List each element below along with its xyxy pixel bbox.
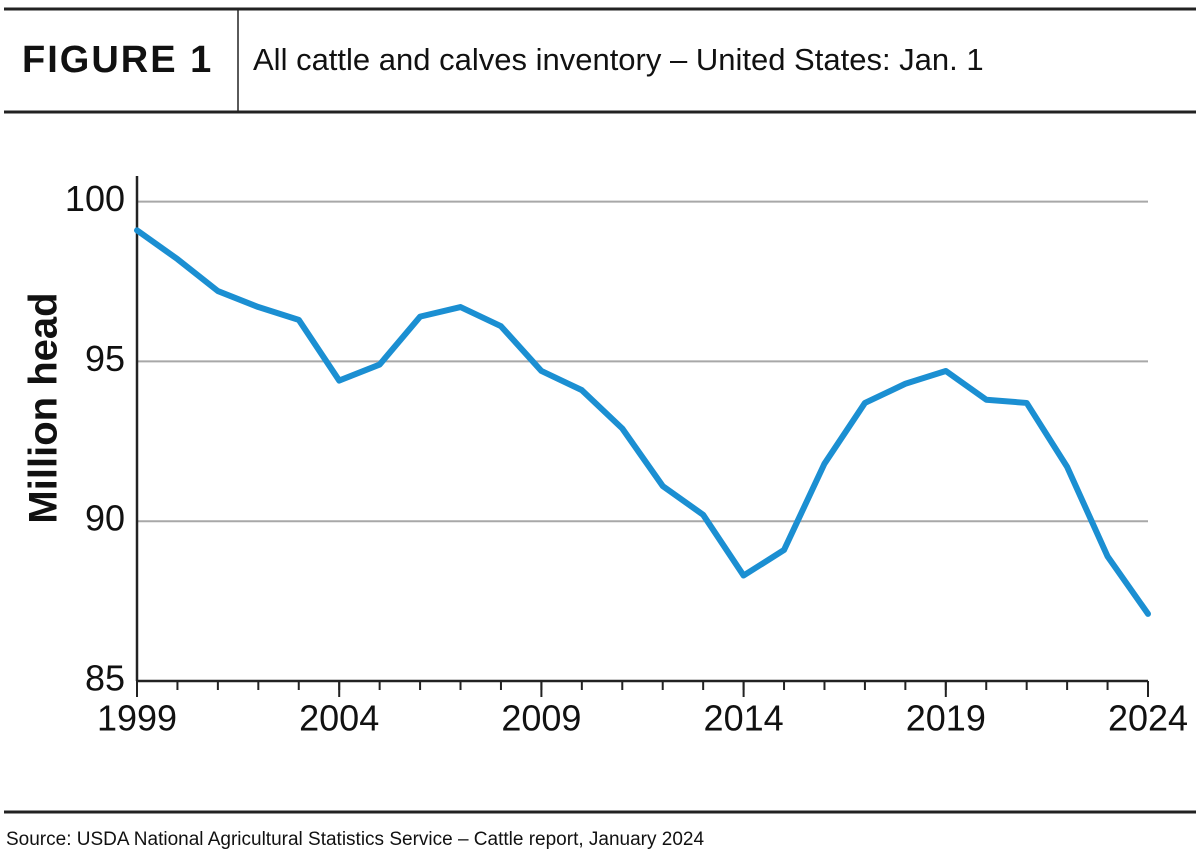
- y-tick-label: 85: [85, 658, 125, 699]
- x-tick-label: 2024: [1108, 698, 1188, 739]
- y-tick-label: 100: [65, 178, 125, 219]
- x-tick-label: 2014: [704, 698, 784, 739]
- y-axis-label: Million head: [22, 292, 66, 523]
- data-line: [134, 227, 1151, 617]
- chart-title: All cattle and calves inventory – United…: [253, 42, 984, 77]
- x-tick-label: 2004: [299, 698, 379, 739]
- x-tick-label: 2019: [906, 698, 986, 739]
- x-tick-label: 2009: [501, 698, 581, 739]
- source: Source: USDA National Agricultural Stati…: [6, 829, 704, 850]
- figure-label: FIGURE 1: [22, 39, 213, 81]
- x-tick-label: 1999: [97, 698, 177, 739]
- y-tick-label: 90: [85, 498, 125, 539]
- y-tick-label: 95: [85, 338, 125, 379]
